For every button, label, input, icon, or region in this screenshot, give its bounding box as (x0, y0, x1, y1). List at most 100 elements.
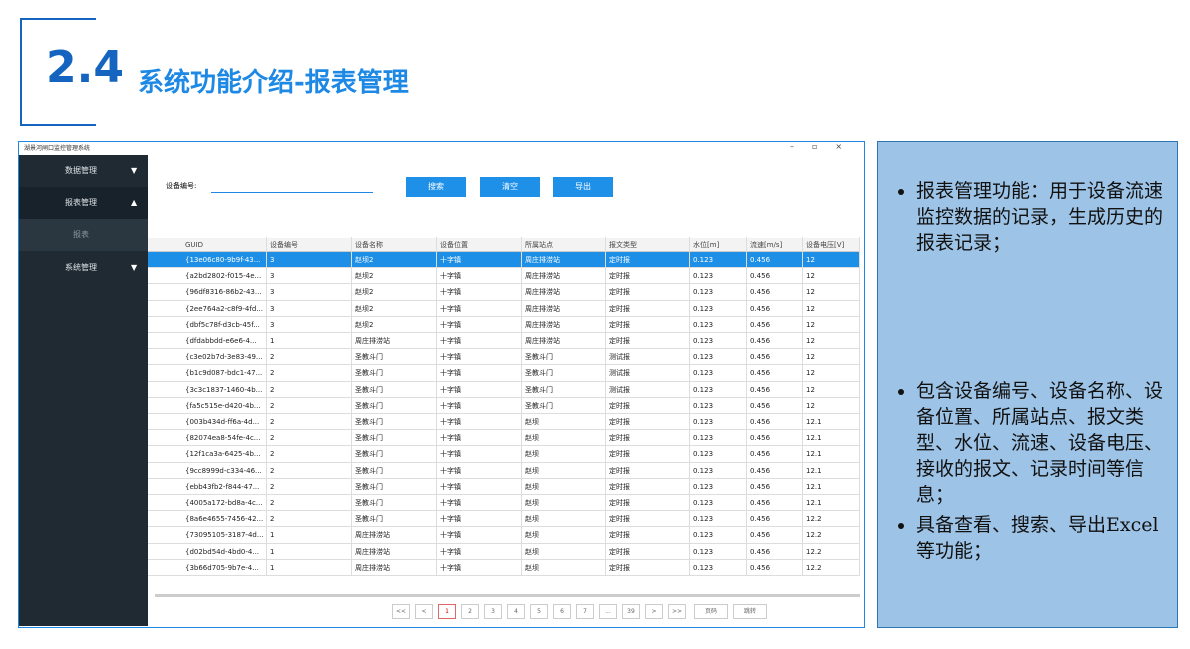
table-cell: 赵坝2 (352, 300, 437, 317)
table-cell: 圣教斗门 (352, 495, 437, 511)
page-button[interactable]: 6 (553, 604, 571, 619)
page-button[interactable]: 5 (530, 604, 548, 619)
table-cell: 0.456 (747, 349, 803, 366)
table-cell: {96df8316-86b2-43... (182, 284, 267, 301)
table-row[interactable] (148, 495, 860, 512)
column-header: 设备位置 (437, 237, 522, 253)
note: 报表管理功能：用于设备流速监控数据的记录，生成历史的报表记录； (916, 178, 1169, 256)
slide-title: 系统功能介绍-报表管理 (138, 68, 409, 98)
table-row[interactable] (148, 559, 860, 576)
table-cell: 十字镇 (437, 430, 522, 447)
table-row[interactable] (148, 365, 860, 382)
table-cell: 0.123 (690, 511, 747, 528)
table-cell: 圣教斗门 (352, 478, 437, 495)
table-cell: {dbf5c78f-d3cb-45f... (182, 316, 267, 333)
table-cell: 12 (803, 397, 860, 414)
table-cell: 周庄排涝站 (522, 252, 606, 268)
table-cell: 周庄排涝站 (352, 543, 437, 560)
table-row[interactable] (148, 381, 860, 398)
table-cell: 0.456 (747, 543, 803, 560)
table-cell: 定时报 (606, 316, 690, 333)
table-row[interactable] (148, 316, 860, 333)
page-button[interactable]: > (645, 604, 663, 619)
table-row[interactable] (148, 397, 860, 414)
page-button[interactable]: 2 (461, 604, 479, 619)
page-button[interactable]: 3 (484, 604, 502, 619)
window-controls[interactable]: –▫× (790, 142, 861, 151)
table-row[interactable] (148, 414, 860, 431)
page-button[interactable]: << (392, 604, 410, 619)
table-cell: 赵坝 (522, 559, 606, 576)
table-cell: 0.456 (747, 495, 803, 511)
clear-button[interactable]: 清空 (480, 177, 540, 197)
table-cell: 定时报 (606, 543, 690, 560)
page-button[interactable]: < (415, 604, 433, 619)
page-button[interactable]: 7 (576, 604, 594, 619)
page-button[interactable]: >> (668, 604, 686, 619)
table-row[interactable] (148, 446, 860, 463)
table-cell: 十字镇 (437, 414, 522, 430)
page-button[interactable]: 页码 (694, 604, 728, 619)
table-row[interactable] (148, 511, 860, 528)
search-input[interactable] (211, 180, 373, 193)
column-header: 设备电压[V] (803, 237, 860, 253)
table-cell: 0.123 (690, 430, 747, 447)
page-button[interactable]: 1 (438, 604, 456, 619)
table-row[interactable] (148, 284, 860, 301)
table-cell: 定时报 (606, 559, 690, 576)
page-button[interactable]: 39 (622, 604, 640, 619)
table-row[interactable] (148, 252, 860, 269)
table-row[interactable] (148, 268, 860, 285)
table-row[interactable] (148, 349, 860, 366)
table-cell: 0.123 (690, 527, 747, 544)
page-button[interactable]: 4 (507, 604, 525, 619)
table-cell: 测试报 (606, 381, 690, 398)
table-cell: 12 (803, 333, 860, 349)
table-cell: 12 (803, 284, 860, 301)
menu-item[interactable]: 系统管理 (65, 263, 97, 272)
table-cell: {3b66d705-9b7e-4... (182, 559, 267, 576)
table-cell: 定时报 (606, 284, 690, 301)
page-button[interactable]: 跳转 (733, 604, 767, 619)
table-cell: 12.1 (803, 414, 860, 430)
table-cell: 0.456 (747, 414, 803, 430)
table-cell: 1 (267, 559, 352, 576)
table-cell: 0.456 (747, 559, 803, 576)
table-cell: 十字镇 (437, 511, 522, 528)
column-header: 设备编号 (267, 237, 352, 253)
table-cell: 0.123 (690, 316, 747, 333)
table-cell: 1 (267, 333, 352, 349)
table-row[interactable] (148, 333, 860, 350)
menu-item[interactable]: 报表管理 (65, 198, 97, 207)
table-row[interactable] (148, 478, 860, 495)
table-cell: 12 (803, 268, 860, 285)
table-cell: 十字镇 (437, 333, 522, 349)
table-row[interactable] (148, 462, 860, 479)
table-cell: 定时报 (606, 268, 690, 285)
table-cell: 0.456 (747, 333, 803, 349)
table-row[interactable] (148, 430, 860, 447)
arrow: ▼ (131, 166, 138, 175)
table-cell: 赵坝 (522, 478, 606, 495)
table-cell: 周庄排涝站 (522, 268, 606, 285)
table-row[interactable] (148, 543, 860, 560)
table-cell: 十字镇 (437, 559, 522, 576)
table-cell: 0.456 (747, 511, 803, 528)
search-button[interactable]: 搜索 (406, 177, 466, 197)
table-cell: 0.456 (747, 284, 803, 301)
table-cell: 12 (803, 316, 860, 333)
table-cell: {c3e02b7d-3e83-49... (182, 349, 267, 366)
table-row[interactable] (148, 527, 860, 544)
submenu-item[interactable]: 报表 (19, 219, 148, 251)
table-cell: 周庄排涝站 (522, 300, 606, 317)
table-cell: 十字镇 (437, 252, 522, 268)
table-cell: 十字镇 (437, 397, 522, 414)
table-row[interactable] (148, 300, 860, 317)
table-cell: 0.123 (690, 381, 747, 398)
menu-item[interactable]: 数据管理 (65, 166, 97, 175)
export-button[interactable]: 导出 (553, 177, 613, 197)
table-cell: 3 (267, 268, 352, 285)
table-cell: 0.123 (690, 462, 747, 479)
page-button[interactable]: ... (599, 604, 617, 619)
window-title: 湖景河闸口监控管理系统 (24, 145, 91, 152)
